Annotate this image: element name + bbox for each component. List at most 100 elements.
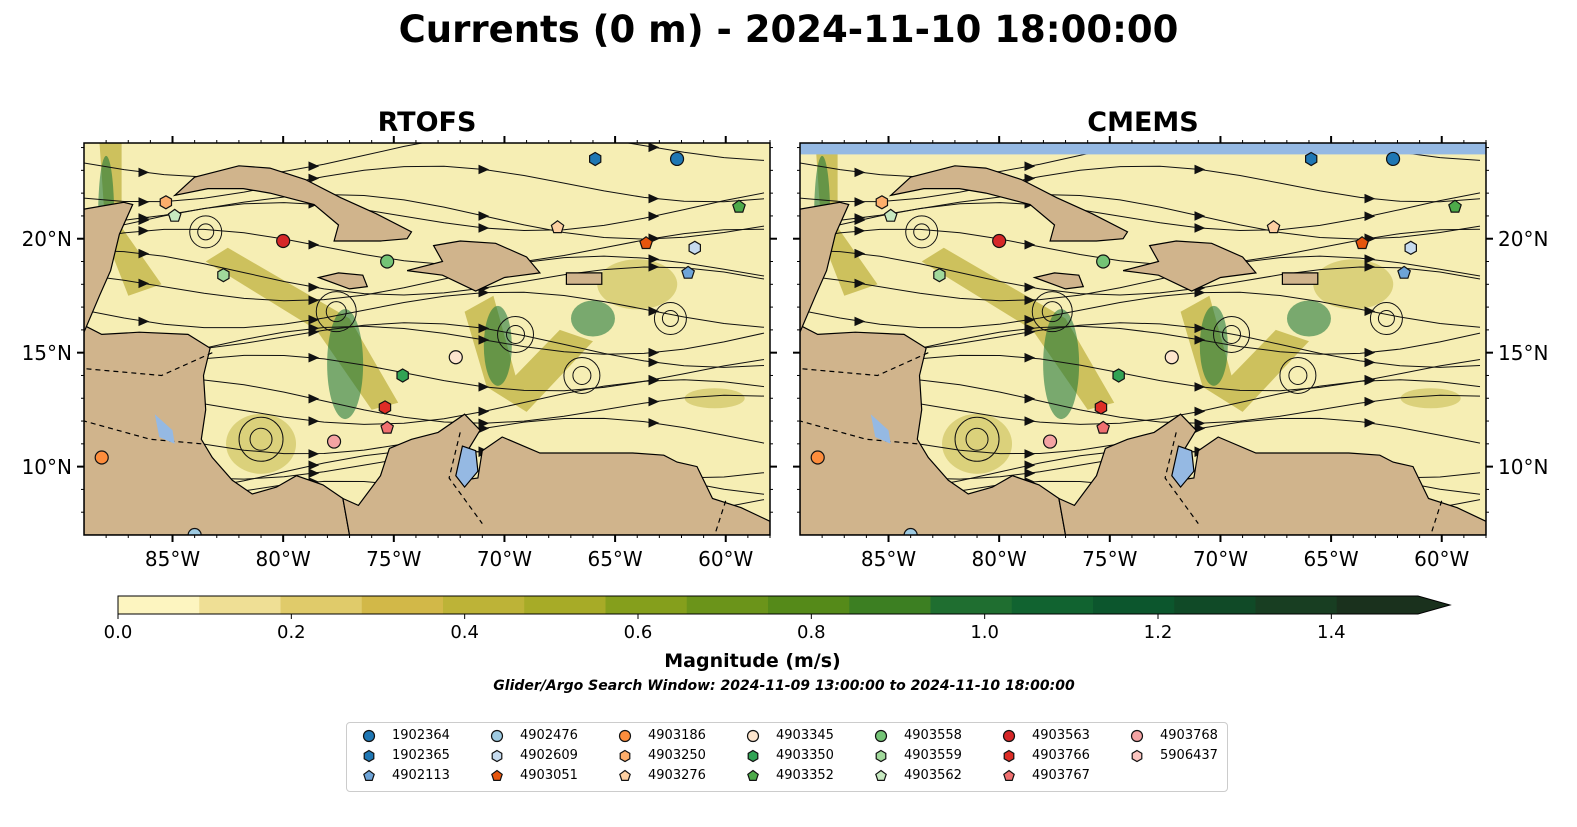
stream-arrow	[138, 316, 150, 327]
colorbar-segment	[930, 596, 1013, 614]
speed-blob	[226, 413, 297, 474]
colorbar-segment	[1011, 596, 1094, 614]
lon-tick-label: 85°W	[144, 547, 201, 571]
eddy	[1222, 324, 1242, 344]
streamline	[800, 249, 1481, 296]
speed-blob	[1199, 305, 1228, 386]
stream-arrow	[1364, 306, 1376, 316]
legend-label: 5906437	[1160, 748, 1218, 763]
eddy	[189, 215, 223, 249]
float-marker-4903558	[1096, 254, 1111, 269]
lon-tick-label: 75°W	[366, 547, 422, 571]
float-marker-4902113	[681, 265, 696, 279]
float-marker-4903562	[167, 208, 182, 222]
country-border	[714, 500, 727, 535]
stream-arrow	[648, 193, 660, 204]
lon-tick-label: 70°W	[1192, 547, 1249, 571]
stream-arrow	[138, 278, 150, 289]
stream-arrow	[1194, 382, 1206, 392]
stream-arrow	[1194, 164, 1206, 175]
legend-marker-pentagon	[747, 769, 759, 781]
float-marker-4903563	[992, 233, 1007, 249]
float-marker-4903766	[1094, 400, 1108, 415]
colorbar-segment	[1093, 596, 1175, 614]
colorbar-segment	[199, 596, 281, 614]
stream-arrow	[1194, 287, 1206, 298]
lat-tick-label: 15°N	[21, 340, 72, 365]
legend-label: 4903186	[648, 728, 706, 743]
stream-arrow	[854, 215, 866, 225]
float-marker-4903768	[1042, 434, 1058, 449]
stream-arrow	[138, 226, 150, 236]
legend-marker-pentagon	[619, 769, 631, 781]
legend-symbol	[1130, 729, 1144, 743]
colorbar-segment	[1255, 596, 1338, 614]
speed-blob	[483, 305, 512, 386]
stream-arrow	[308, 460, 320, 470]
eddy	[1369, 301, 1403, 335]
land-yucatan	[800, 201, 850, 333]
stream-arrow	[854, 226, 866, 236]
stream-arrow	[1194, 323, 1206, 334]
eddy	[238, 416, 284, 462]
float-marker-1902365	[1305, 151, 1318, 167]
stream-arrow	[478, 382, 490, 392]
colorbar-tick-label: 0.0	[103, 622, 133, 643]
stream-arrow	[1024, 393, 1036, 404]
legend-symbol	[619, 769, 631, 781]
land-yucatan	[84, 201, 134, 333]
streamline	[84, 249, 765, 296]
legend-symbol	[1131, 749, 1143, 763]
legend-symbol	[618, 729, 632, 743]
float-marker-4903558	[380, 254, 395, 269]
legend-marker-hexagon	[619, 749, 631, 763]
eddy	[661, 309, 679, 327]
legend-symbol	[1003, 769, 1015, 781]
stream-arrow	[1024, 173, 1036, 184]
stream-arrow	[308, 314, 320, 325]
stream-arrow	[1364, 396, 1376, 407]
legend-symbol	[875, 769, 887, 781]
stream-arrow	[478, 211, 490, 221]
legend-label: 4903250	[648, 748, 706, 763]
eddy	[1279, 356, 1317, 394]
colorbar-tick-label: 0.2	[277, 622, 306, 643]
colorbar-tick-label: 1.0	[970, 622, 999, 643]
legend-marker-pentagon	[363, 769, 375, 781]
land-hispaniola	[406, 240, 542, 292]
float-marker-4903559	[217, 268, 230, 283]
float-marker-4903250	[159, 195, 173, 210]
stream-arrow	[308, 323, 320, 334]
colorbar-tick-label: 0.6	[623, 622, 653, 643]
float-marker-4902476	[187, 527, 202, 535]
stream-arrow	[478, 223, 490, 233]
float-legend: 1902364 1902365 4902113 4902476 4902609 49030…	[346, 722, 1228, 792]
stream-arrow	[854, 278, 866, 289]
legend-label: 4903051	[520, 768, 578, 783]
stream-arrow	[1194, 335, 1206, 345]
legend-marker-hexagon	[1003, 749, 1015, 763]
stream-arrow	[1024, 323, 1036, 334]
legend-label: 4903767	[1032, 768, 1090, 783]
stream-arrow	[1194, 406, 1206, 417]
legend-label: 1902365	[392, 748, 450, 763]
eddy	[1031, 291, 1073, 333]
stream-arrow	[308, 416, 320, 426]
speed-blob	[570, 300, 615, 337]
legend-label: 4903558	[904, 728, 962, 743]
float-marker-4902609	[688, 240, 701, 255]
stream-arrow	[648, 375, 660, 386]
legend-marker-circle	[746, 729, 760, 743]
stream-arrow	[308, 468, 320, 478]
legend-label: 4903276	[648, 768, 706, 783]
figure-title: Currents (0 m) - 2024-11-10 18:00:00	[398, 8, 1179, 51]
float-marker-4903768	[326, 434, 342, 449]
legend-label: 4903352	[776, 768, 834, 783]
stream-arrow	[138, 248, 150, 259]
lat-labels-right: 20°N 15°N 10°N	[1490, 143, 1570, 535]
stream-arrow	[648, 254, 660, 264]
float-marker-4903563	[276, 233, 291, 249]
lon-tick-label: 75°W	[1082, 547, 1138, 571]
eddy	[913, 223, 931, 241]
map-content	[84, 143, 770, 535]
